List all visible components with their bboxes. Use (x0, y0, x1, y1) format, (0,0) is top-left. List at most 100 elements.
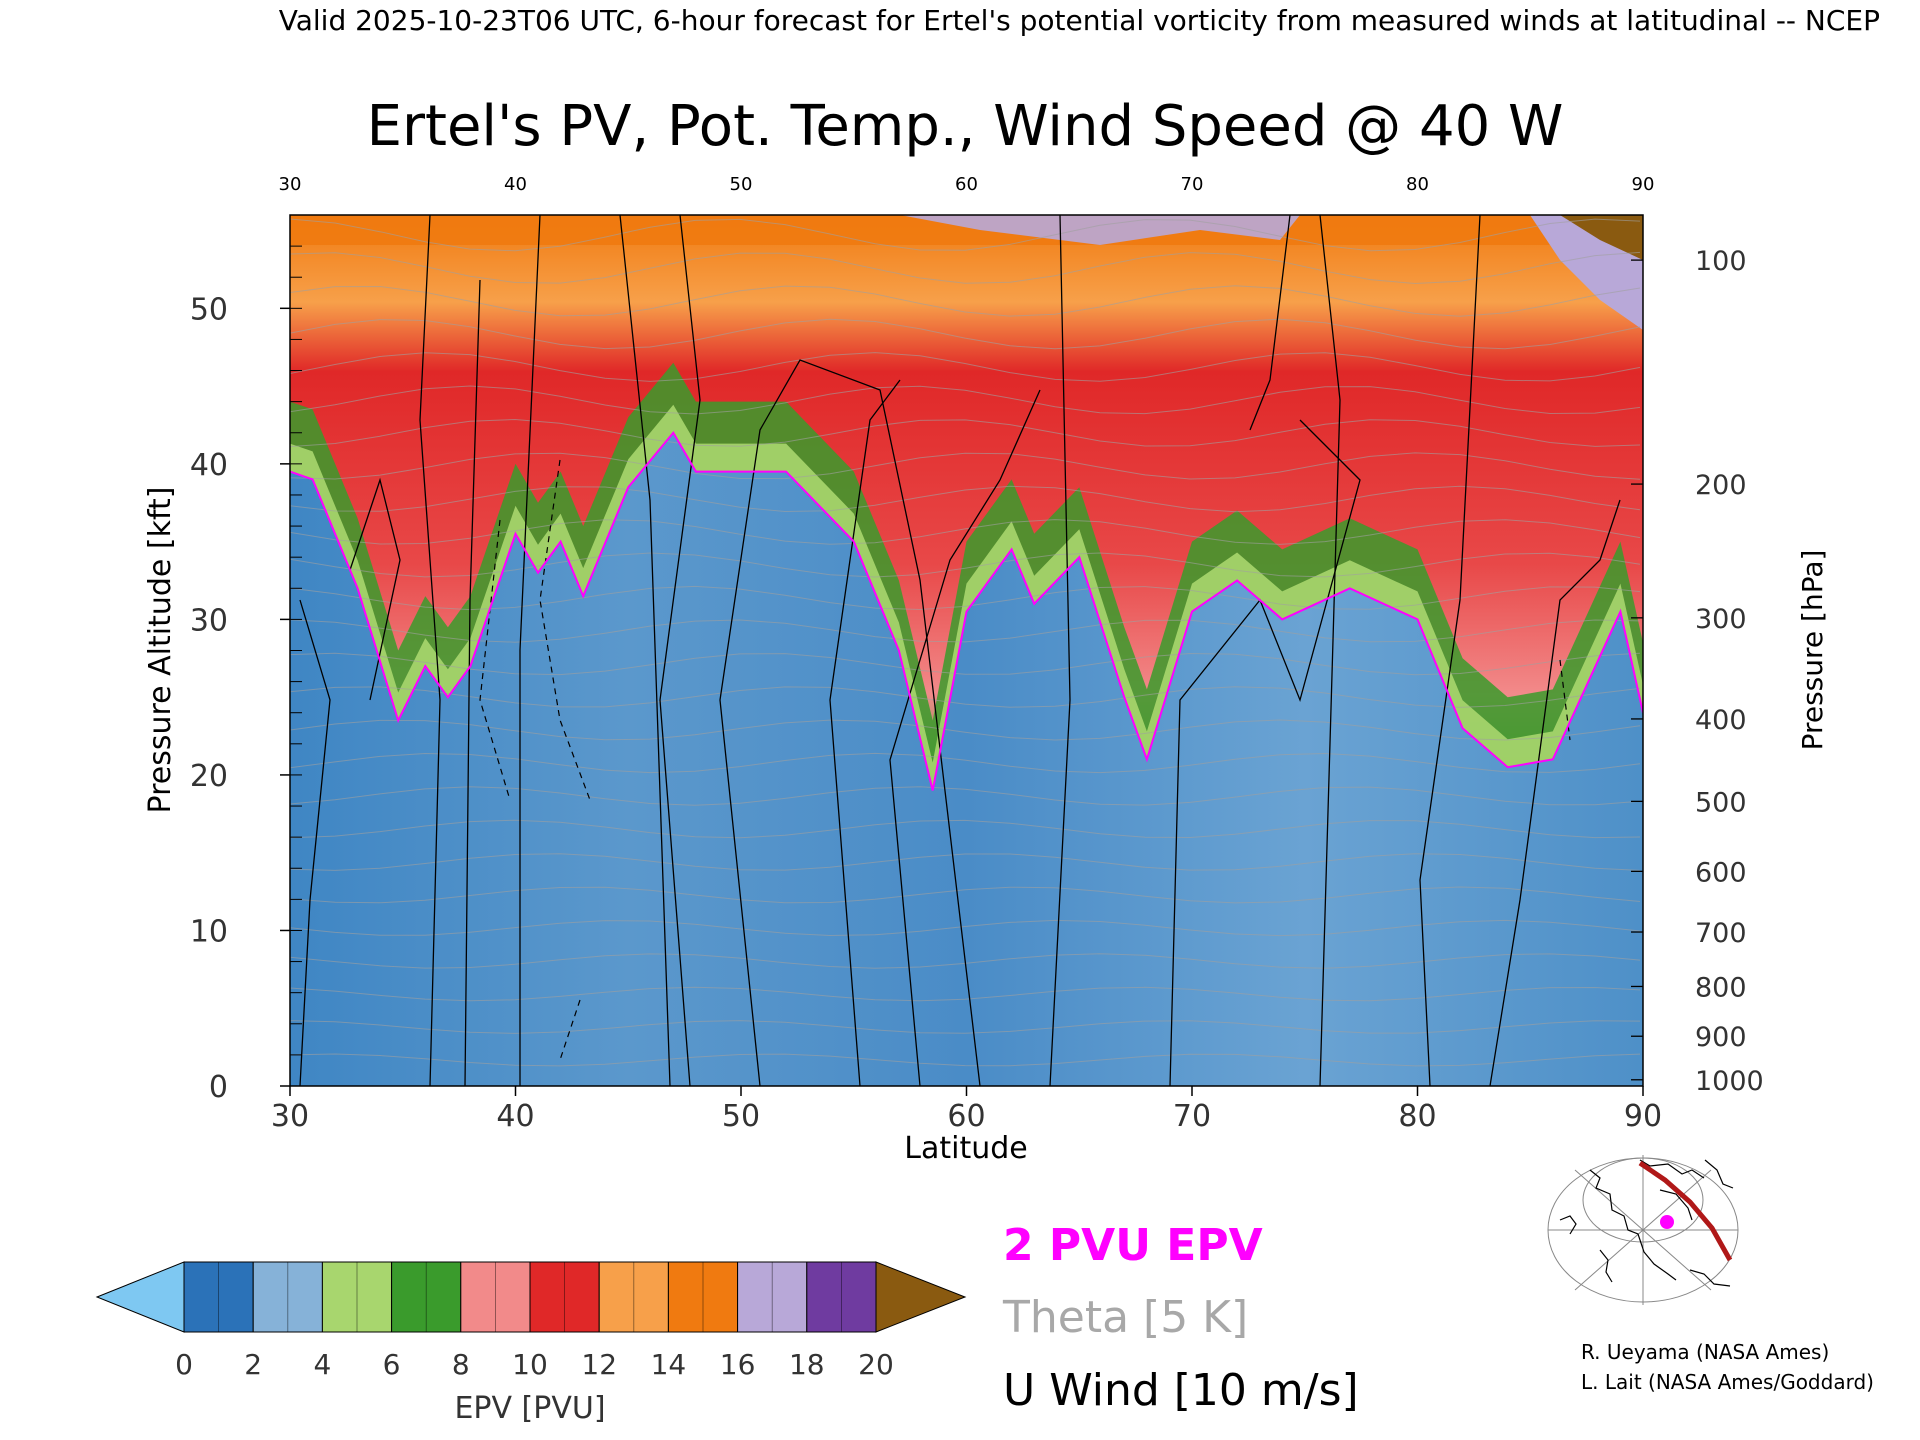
colorbar-tick-label: 18 (789, 1348, 825, 1381)
wind-line (719, 359, 981, 1086)
pv-bands (290, 215, 1643, 791)
y-tick-label: 40 (190, 448, 228, 483)
colorbar-ticks: 0 2 4 6 8 10 12 14 16 18 20 (175, 1348, 894, 1381)
troposphere-region (290, 432, 1643, 1086)
colorbar-tick-label: 16 (720, 1348, 756, 1381)
pv-band-lightgreen (290, 404, 1643, 791)
wind-line (519, 215, 541, 1086)
colorbar-tick-label: 0 (175, 1348, 193, 1381)
plot-area (289, 214, 1644, 1087)
pressure-tick-label: 800 (1695, 972, 1747, 1003)
x-tick-label: 30 (271, 1099, 309, 1134)
colorbar-over-arrow (875, 1261, 967, 1333)
x-axis-ticks-bottom: 30 40 50 60 70 80 90 (271, 1086, 1662, 1134)
wind-line (619, 215, 671, 1086)
pressure-tick-label: 200 (1695, 470, 1747, 501)
theta-line (290, 385, 1641, 415)
pressure-tick-label: 100 (1695, 246, 1747, 277)
colorbar-tick-label: 8 (452, 1348, 470, 1381)
theta-line (290, 552, 1641, 578)
wind-line (889, 389, 1041, 1086)
pressure-tick-label: 1000 (1695, 1066, 1764, 1097)
wind-line-dashed (539, 459, 591, 801)
legend-item-uwind: U Wind [10 m/s] (1003, 1365, 1359, 1416)
map-marker (1660, 1215, 1674, 1229)
theta-line (290, 652, 1641, 676)
pv-band-lavender-mid (900, 215, 1300, 245)
theta-line (290, 1020, 1641, 1034)
colorbar-tick-label: 14 (651, 1348, 687, 1381)
pv-band-brown (1560, 215, 1643, 260)
wind-line (1319, 215, 1341, 1086)
theta-line (290, 418, 1641, 448)
pressure-tick-label: 600 (1695, 857, 1747, 888)
pressure-tick-label: 400 (1695, 705, 1747, 736)
x-tick-label: 40 (496, 1099, 534, 1134)
legend: 2 PVU EPV Theta [5 K] U Wind [10 m/s] (1002, 1220, 1359, 1416)
colorbar-under-arrow (95, 1261, 185, 1333)
theta-line (290, 953, 1641, 969)
theta-line (290, 619, 1641, 643)
wind-contours (299, 215, 1621, 1086)
x-axis-ticks-top: 30 40 50 60 70 80 90 (279, 174, 1655, 195)
colorbar-tick-label: 4 (313, 1348, 331, 1381)
pressure-tick-label: 900 (1695, 1022, 1747, 1053)
inset-map (1543, 1155, 1743, 1305)
theta-line (290, 285, 1641, 317)
map-cross-section-path (1638, 1160, 1733, 1262)
valid-header: Valid 2025-10-23T06 UTC, 6-hour forecast… (279, 4, 1880, 37)
y-tick-label: 10 (190, 914, 228, 949)
colorbar-label: EPV [PVU] (454, 1391, 605, 1426)
theta-contours (290, 218, 1641, 1067)
y-tick-label: 50 (190, 292, 228, 327)
y-axis-label-left: Pressure Altitude [kft] (143, 487, 178, 814)
x-axis-label: Latitude (904, 1131, 1027, 1166)
wind-line (299, 599, 331, 1086)
theta-line (290, 1053, 1641, 1067)
theta-line (290, 719, 1641, 741)
y-tick-label: 0 (209, 1070, 228, 1105)
wind-line-dashed (479, 519, 511, 801)
theta-line (290, 318, 1641, 350)
theta-line (290, 585, 1641, 611)
x-tick-label-top: 80 (1406, 174, 1429, 195)
theta-line (290, 251, 1641, 285)
colorbar-tick-label: 2 (244, 1348, 262, 1381)
wind-line (1169, 419, 1361, 1086)
map-coastlines (1559, 1159, 1734, 1287)
x-tick-label: 80 (1398, 1099, 1436, 1134)
theta-line (290, 919, 1641, 937)
colorbar: 0 2 4 6 8 10 12 14 16 18 20 EPV [PVU] (95, 1261, 967, 1426)
tropopause-2pvu-line (290, 431, 1643, 791)
theta-line (290, 752, 1641, 774)
theta-line (290, 452, 1641, 480)
wind-line (1049, 215, 1071, 1086)
wind-line (1489, 499, 1621, 1086)
theta-line (290, 218, 1641, 252)
theta-line (290, 819, 1641, 839)
x-tick-label-top: 90 (1632, 174, 1655, 195)
wind-line (659, 215, 701, 1086)
wind-line (829, 379, 901, 1086)
theta-line (290, 519, 1641, 545)
colorbar-tick-label: 12 (581, 1348, 617, 1381)
credit-line-2: L. Lait (NASA Ames/Goddard) (1581, 1370, 1874, 1394)
pressure-tick-label: 700 (1695, 918, 1747, 949)
x-tick-label: 50 (722, 1099, 760, 1134)
colorbar-tick-label: 6 (383, 1348, 401, 1381)
x-tick-label: 60 (947, 1099, 985, 1134)
x-tick-label-top: 50 (730, 174, 753, 195)
x-tick-label-top: 60 (955, 174, 978, 195)
theta-line (290, 485, 1641, 513)
theta-line (290, 686, 1641, 708)
wind-line (419, 215, 441, 1086)
wind-line (349, 477, 401, 701)
x-tick-label-top: 70 (1181, 174, 1204, 195)
x-tick-label: 90 (1624, 1099, 1662, 1134)
theta-line (290, 886, 1641, 904)
colorbar-tick-label: 20 (858, 1348, 894, 1381)
theta-line (290, 853, 1641, 871)
x-tick-label-top: 30 (279, 174, 302, 195)
theta-line (290, 786, 1641, 806)
x-tick-label-top: 40 (504, 174, 527, 195)
